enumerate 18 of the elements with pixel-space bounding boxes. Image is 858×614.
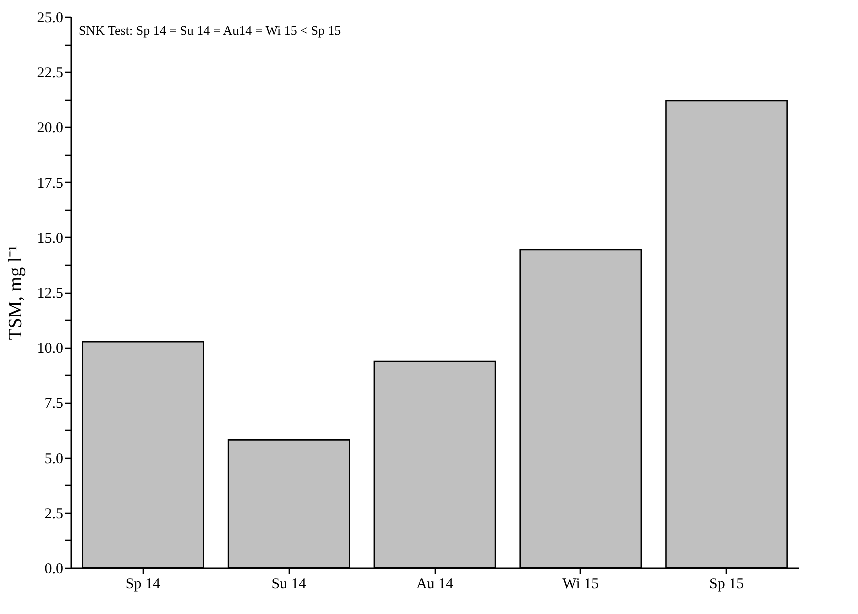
y-tick-label: 25.0 [37, 10, 64, 26]
y-tick-label: 12.5 [37, 286, 64, 302]
y-tick-label: 2.5 [44, 506, 64, 522]
annotation: SNK Test: Sp 14 = Su 14 = Au14 = Wi 15 < Sp 15 [79, 23, 342, 38]
x-tick-label: Sp 14 [126, 576, 162, 592]
y-tick-label: 22.5 [37, 66, 64, 82]
y-tick-label: 10.0 [37, 341, 64, 358]
y-tick-label: 0.0 [44, 562, 64, 578]
x-tick-label: Au 14 [416, 576, 454, 592]
x-tick-label: Wi 15 [562, 576, 600, 592]
x-tick-label: Sp 15 [709, 576, 744, 592]
y-axis-title: TSM, mg l⁻¹ [5, 245, 26, 340]
y-tick-label: 5.0 [44, 451, 64, 468]
y-tick-label: 7.5 [44, 396, 64, 412]
y-tick-label: 20.0 [37, 120, 64, 137]
y-tick-label: 15.0 [37, 230, 64, 247]
y-tick-label: 17.5 [37, 176, 64, 192]
x-tick-label: Su 14 [272, 576, 307, 592]
